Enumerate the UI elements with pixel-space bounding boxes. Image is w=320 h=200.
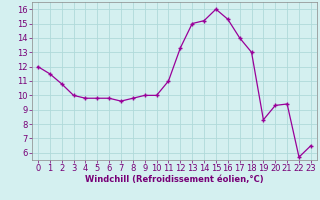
X-axis label: Windchill (Refroidissement éolien,°C): Windchill (Refroidissement éolien,°C) bbox=[85, 175, 264, 184]
